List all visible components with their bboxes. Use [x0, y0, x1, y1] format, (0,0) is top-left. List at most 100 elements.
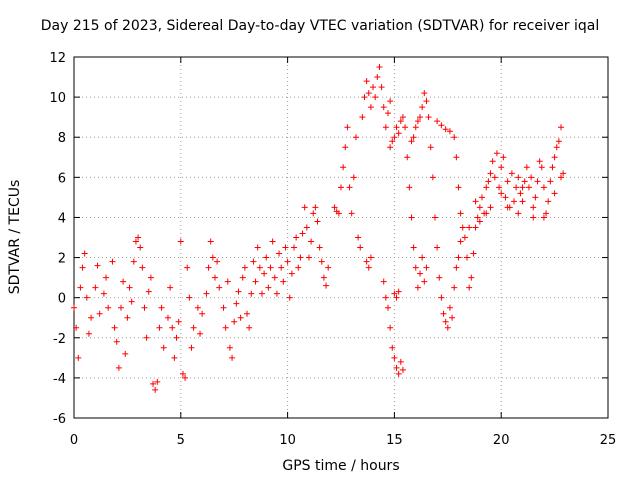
- data-point: [417, 114, 424, 121]
- data-point: [246, 324, 253, 331]
- data-point: [169, 324, 176, 331]
- data-point: [536, 158, 543, 165]
- data-point: [288, 270, 295, 277]
- data-point: [323, 282, 330, 289]
- data-point: [103, 274, 110, 281]
- data-point: [451, 284, 458, 291]
- data-point: [397, 118, 404, 125]
- data-point: [446, 304, 453, 311]
- data-point: [468, 274, 475, 281]
- data-point: [376, 64, 383, 71]
- data-point: [139, 264, 146, 271]
- data-point: [239, 274, 246, 281]
- data-point: [79, 264, 86, 271]
- data-point: [446, 128, 453, 135]
- data-point: [171, 354, 178, 361]
- axis-ticks: 0 5 10 15 20 25 -6 -4 -2 0 2 4 6 8 10 12: [49, 51, 616, 448]
- data-point: [421, 90, 428, 97]
- data-point: [451, 134, 458, 141]
- data-point: [96, 310, 103, 317]
- data-point: [128, 298, 135, 305]
- data-point: [553, 144, 560, 151]
- data-point: [489, 158, 496, 165]
- data-point: [350, 174, 357, 181]
- data-point: [115, 364, 122, 371]
- data-point: [335, 210, 342, 217]
- data-point: [120, 278, 127, 285]
- data-point: [342, 144, 349, 151]
- data-point: [453, 154, 460, 161]
- data-point: [545, 198, 552, 205]
- data-point: [517, 190, 524, 197]
- data-point: [421, 278, 428, 285]
- data-point: [310, 210, 317, 217]
- data-point: [284, 258, 291, 265]
- data-point: [434, 118, 441, 125]
- data-point: [395, 370, 402, 377]
- data-point: [423, 98, 430, 105]
- data-point: [384, 304, 391, 311]
- data-point: [359, 114, 366, 121]
- data-point: [261, 270, 268, 277]
- data-point: [540, 184, 547, 191]
- data-point: [73, 324, 80, 331]
- data-point: [340, 164, 347, 171]
- data-point: [476, 204, 483, 211]
- data-point: [312, 204, 319, 211]
- data-point: [325, 264, 332, 271]
- data-point: [126, 284, 133, 291]
- data-point: [374, 74, 381, 81]
- data-point: [280, 278, 287, 285]
- data-point: [483, 210, 490, 217]
- data-point: [543, 210, 550, 217]
- data-point: [558, 174, 565, 181]
- data-point: [132, 238, 139, 245]
- data-point: [372, 94, 379, 101]
- data-point: [156, 324, 163, 331]
- data-point: [256, 264, 263, 271]
- data-point: [530, 204, 537, 211]
- data-point: [387, 324, 394, 331]
- y-tick-label: 8: [58, 131, 66, 146]
- x-tick-label: 10: [279, 433, 296, 448]
- data-point: [455, 184, 462, 191]
- y-tick-label: 10: [49, 91, 66, 106]
- data-point: [254, 244, 261, 251]
- data-point: [504, 178, 511, 185]
- data-point: [389, 344, 396, 351]
- data-point: [295, 264, 302, 271]
- data-point: [412, 264, 419, 271]
- data-point: [224, 278, 231, 285]
- data-point: [263, 254, 270, 261]
- data-point: [395, 288, 402, 295]
- data-point: [472, 198, 479, 205]
- data-point: [380, 278, 387, 285]
- data-point: [408, 138, 415, 145]
- data-point: [453, 264, 460, 271]
- data-point: [382, 294, 389, 301]
- data-point: [273, 290, 280, 297]
- data-point: [276, 250, 283, 257]
- data-point: [314, 218, 321, 225]
- data-point: [244, 310, 251, 317]
- data-point: [438, 294, 445, 301]
- data-point: [160, 344, 167, 351]
- data-point: [523, 164, 530, 171]
- y-tick-label: 12: [49, 51, 66, 66]
- data-point: [301, 204, 308, 211]
- data-point: [235, 288, 242, 295]
- data-point: [530, 214, 537, 221]
- data-point: [293, 234, 300, 241]
- data-point: [513, 184, 520, 191]
- data-point: [449, 314, 456, 321]
- data-point: [318, 258, 325, 265]
- data-point: [269, 238, 276, 245]
- x-tick-label: 25: [600, 433, 617, 448]
- data-point: [305, 254, 312, 261]
- data-point: [555, 138, 562, 145]
- data-point: [551, 154, 558, 161]
- data-point: [397, 358, 404, 365]
- data-point: [472, 224, 479, 231]
- data-point: [77, 284, 84, 291]
- data-point: [406, 184, 413, 191]
